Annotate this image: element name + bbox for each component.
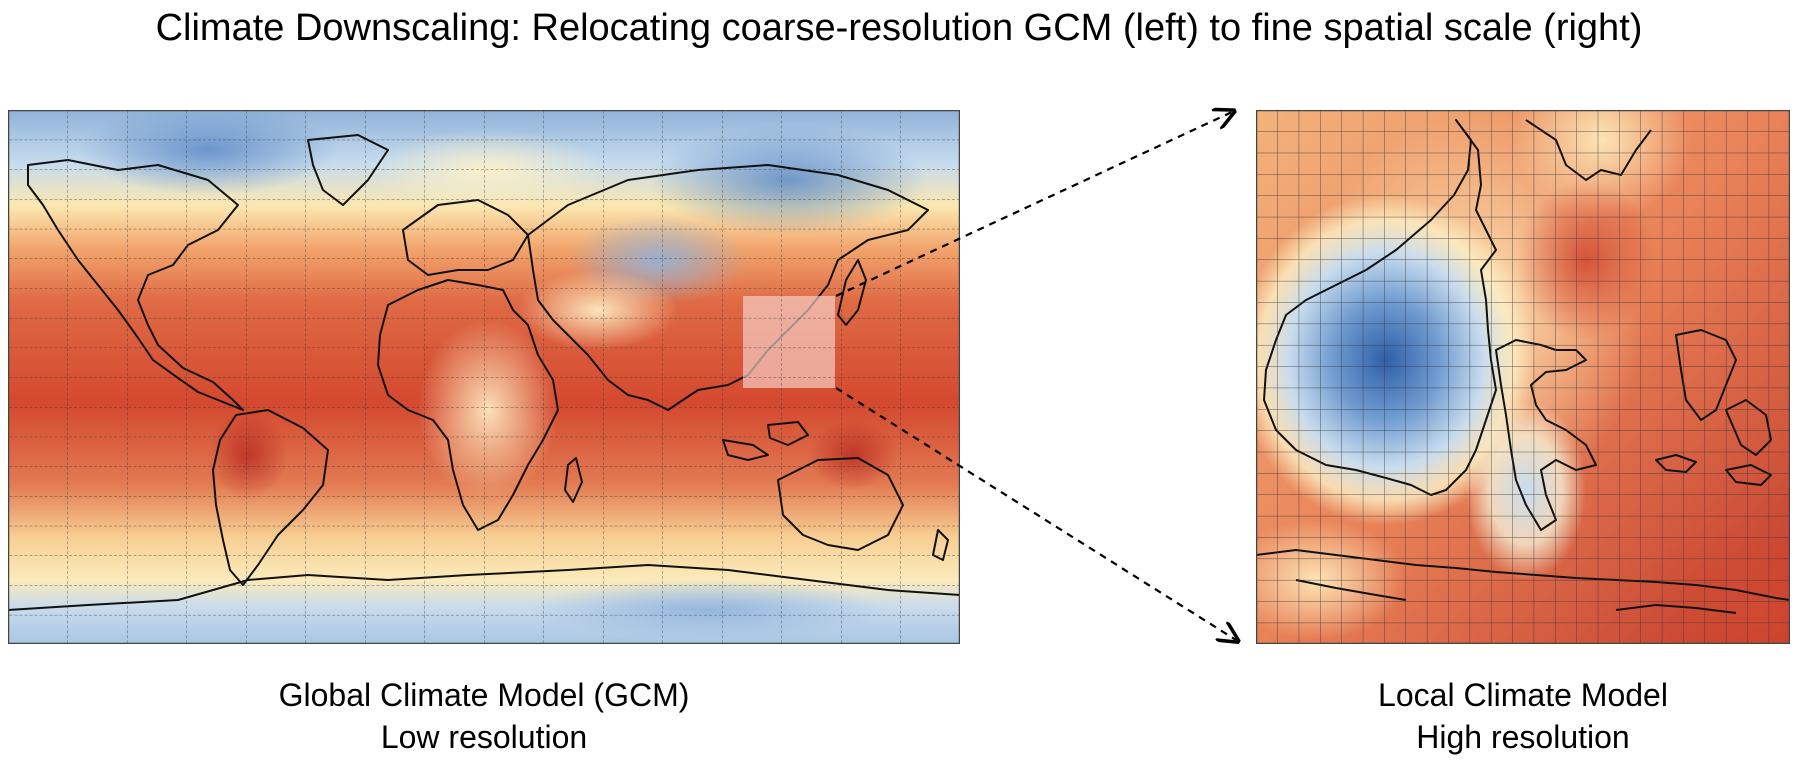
- local-caption-line1: Local Climate Model: [1378, 677, 1668, 713]
- local-map-svg: [1256, 110, 1790, 644]
- local-caption-line2: High resolution: [1416, 719, 1630, 755]
- global-map-svg: [8, 110, 960, 644]
- arrow-icon: [835, 387, 1236, 640]
- global-caption-line1: Global Climate Model (GCM): [278, 677, 690, 713]
- local-climate-map: [1256, 110, 1790, 644]
- global-climate-map: [8, 110, 960, 644]
- global-map-caption: Global Climate Model (GCM) Low resolutio…: [8, 674, 960, 758]
- arrow-icon: [835, 112, 1232, 297]
- figure-title: Climate Downscaling: Relocating coarse-r…: [155, 7, 1643, 49]
- global-caption-line2: Low resolution: [380, 719, 588, 755]
- local-map-caption: Local Climate Model High resolution: [1200, 674, 1798, 758]
